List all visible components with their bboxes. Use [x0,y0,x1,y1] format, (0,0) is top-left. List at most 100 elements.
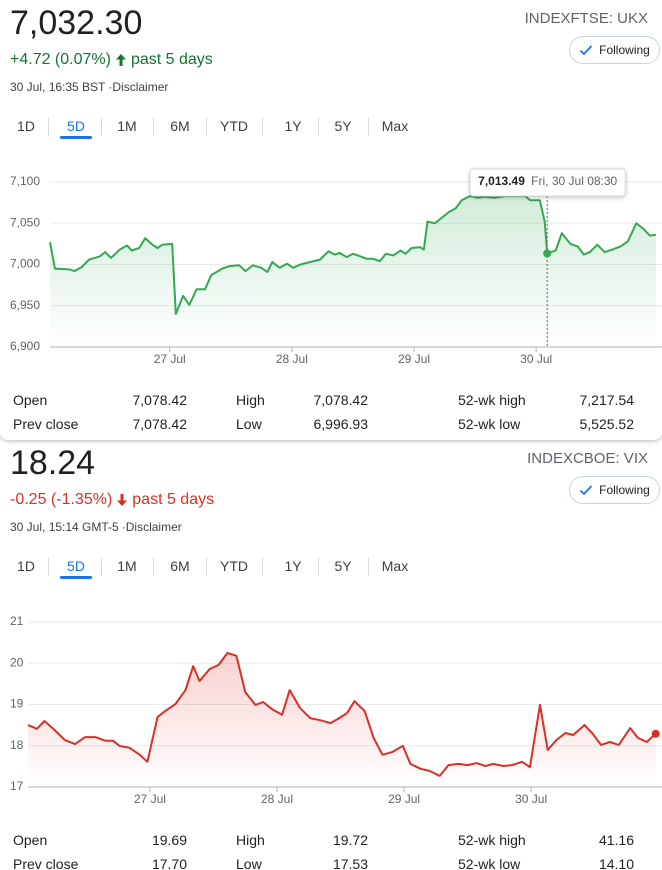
timestamp-line: 30 Jul, 16:35 BST ·Disclaimer [10,80,168,94]
tab-separator [206,558,207,576]
trend-arrow [117,494,128,506]
tab-separator [153,558,154,576]
tab-underline [60,136,92,139]
range-tab[interactable]: 5D [67,118,85,134]
y-tick-label: 6,900 [10,339,40,353]
stat-value: 6,996.93 [313,416,369,432]
change-line: +4.72 (0.07%) past 5 days [10,50,213,70]
stat-value: 7,078.42 [132,392,188,408]
x-tick-label: 28 Jul [261,792,293,806]
range-tab[interactable]: 1M [117,118,137,134]
tab-separator [318,558,319,576]
price-area [50,196,656,347]
follow-label: Following [599,483,650,497]
tab-separator [318,118,319,136]
trend-arrow [115,54,126,66]
ticker: INDEXCBOE: VIX [527,450,648,467]
price-chart: 17 18 19 20 21 27 Jul 28 Jul 29 Jul 30 Jul [10,614,662,806]
stat-value: 7,217.54 [579,392,635,408]
stat-value: 7,078.42 [132,416,188,432]
tab-separator [48,118,49,136]
range-tab[interactable]: 1M [117,558,137,574]
range-tab[interactable]: 6M [170,558,190,574]
price-line [27,651,657,777]
timestamp-line: 30 Jul, 15:14 GMT-5 ·Disclaimer [10,520,182,534]
change-value: -0.25 (-1.35%) [10,491,113,508]
range-tab[interactable]: YTD [220,558,248,574]
x-tick-label: 29 Jul [388,792,420,806]
x-tick-label: 27 Jul [134,792,166,806]
x-tick-label: 28 Jul [276,352,308,366]
timestamp: 30 Jul, 16:35 BST [10,80,106,94]
hover-point [543,249,552,258]
price: 7,032.30 [10,4,143,42]
tooltip-box [469,168,626,197]
stat-label: Prev close [13,416,79,432]
price-chart: 6,900 6,950 7,000 7,050 7,100 27 Jul 28 Jul 29 … [10,168,662,366]
period: past 5 days [130,51,213,68]
range-tab[interactable]: 1D [17,118,35,134]
range-tab[interactable]: 5Y [334,558,352,574]
stat-label: High [236,832,265,848]
tab-underline [60,576,92,579]
stat-label: 52-wk high [458,392,526,408]
range-tab[interactable]: 5Y [334,118,352,134]
quote-panel: 7,032.30 +4.72 (0.07%) past 5 days 30 Jul, … [10,4,662,432]
check-shape [580,45,593,56]
tooltip-date: Fri, 30 Jul 08:30 [531,174,617,188]
tab-separator [101,118,102,136]
y-tick-label: 7,100 [10,174,40,188]
price: 18.24 [10,444,96,482]
y-tick-label: 20 [10,655,24,669]
change-value: +4.72 (0.07%) [10,51,111,68]
disclaimer-link[interactable]: ·Disclaimer [121,520,182,534]
y-tick-label: 18 [10,738,24,752]
range-tab[interactable]: 6M [170,118,190,134]
arrow-shape [117,494,128,506]
stat-label: 52-wk high [458,832,526,848]
x-tick-label: 30 Jul [520,352,552,366]
stat-value: 17.70 [151,856,187,870]
tab-separator [262,558,263,576]
stat-label: Prev close [13,856,79,870]
range-tab[interactable]: 5D [67,558,85,574]
stat-value: 17.53 [332,856,368,870]
stat-label: 52-wk low [458,416,521,432]
tab-separator [153,118,154,136]
x-tick-label: 29 Jul [398,352,430,366]
tab-separator [101,558,102,576]
stat-label: Open [13,832,48,848]
y-tick-label: 17 [10,779,24,793]
y-tick-label: 6,950 [10,298,40,312]
tab-separator [206,118,207,136]
period: past 5 days [132,491,215,508]
y-tick-label: 7,000 [10,257,40,271]
y-tick-label: 19 [10,697,24,711]
follow-button[interactable]: Following [569,476,660,504]
disclaimer-link[interactable]: ·Disclaimer [108,80,169,94]
range-tab[interactable]: Max [381,558,409,574]
stat-value: 19.72 [332,832,368,848]
tooltip-value: 7,013.49 [478,174,525,188]
range-tab[interactable]: YTD [220,118,248,134]
x-tick-label: 27 Jul [154,352,186,366]
range-tab[interactable]: 1D [17,558,35,574]
range-tab[interactable]: Max [381,118,409,134]
stat-label: Low [236,856,262,870]
quote-panel: 18.24 -0.25 (-1.35%) past 5 days 30 Jul, 15… [0,440,662,870]
stat-value: 41.16 [598,832,634,848]
timestamp: 30 Jul, 15:14 GMT-5 [10,520,119,534]
stat-value: 14.10 [598,856,634,870]
stat-label: Open [13,392,48,408]
range-tab[interactable]: 1Y [284,118,302,134]
y-tick-label: 7,050 [10,215,40,229]
tab-separator [368,558,369,576]
last-point [651,729,660,738]
tab-separator [368,118,369,136]
range-tab[interactable]: 1Y [284,558,302,574]
check-shape [580,485,593,496]
stat-value: 19.69 [151,832,187,848]
stat-label: High [236,392,265,408]
price-area [28,652,656,787]
follow-button[interactable]: Following [569,36,660,64]
